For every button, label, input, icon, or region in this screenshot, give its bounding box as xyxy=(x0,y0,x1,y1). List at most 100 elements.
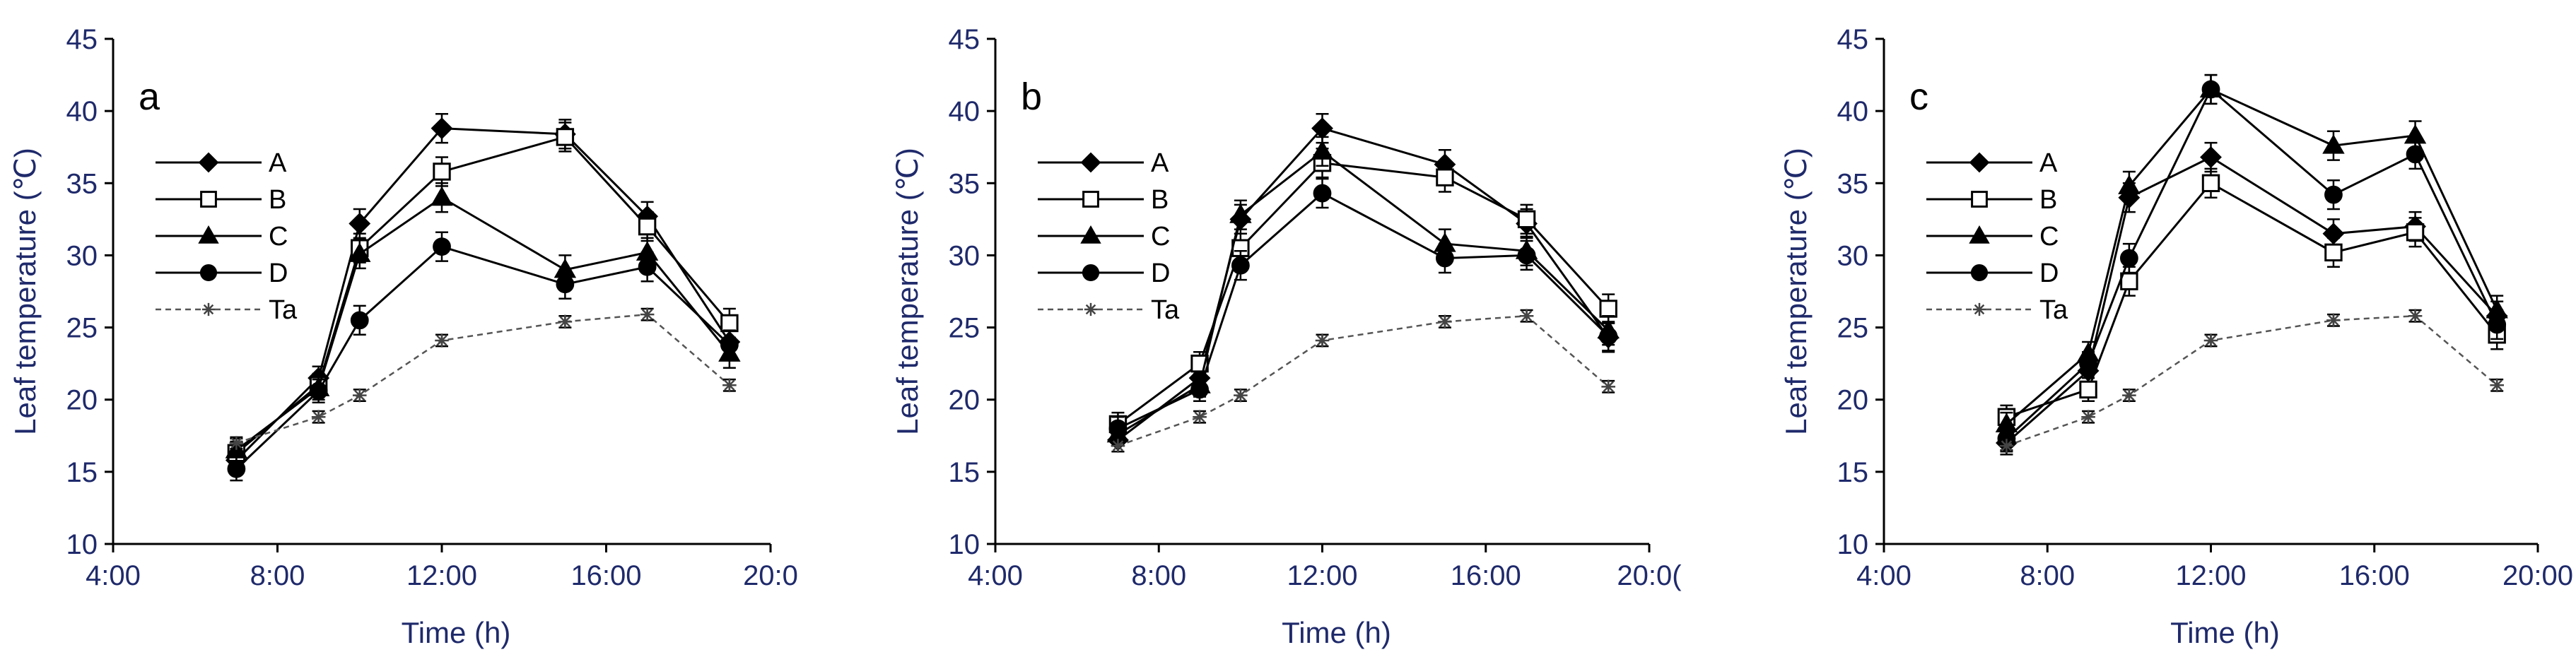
x-tick-label: 12:00 xyxy=(2175,560,2246,591)
series-line-D xyxy=(235,245,730,470)
y-tick-label: 35 xyxy=(1837,168,1869,199)
legend-label-B: B xyxy=(2039,185,2057,215)
point-B xyxy=(638,217,657,236)
point-D xyxy=(1108,419,1128,438)
point-B xyxy=(1436,168,1454,187)
x-tick-label: 4:00 xyxy=(968,560,1023,591)
point-Ta xyxy=(2203,333,2218,348)
legend-label-Ta: Ta xyxy=(269,295,298,325)
point-D xyxy=(1313,184,1332,203)
point-B xyxy=(2079,380,2097,399)
legend-marker-Ta xyxy=(1972,302,1986,316)
legend-label-A: A xyxy=(1151,148,1169,178)
point-B xyxy=(556,128,575,146)
point-D xyxy=(1599,326,1618,345)
x-tick-label: 16:00 xyxy=(1451,560,1521,591)
point-C xyxy=(2118,174,2141,194)
legend-marker-D xyxy=(1082,264,1100,282)
y-tick-label: 35 xyxy=(66,168,98,199)
x-tick-label: 16:00 xyxy=(570,560,641,591)
legend-label-C: C xyxy=(2039,222,2059,251)
y-tick-label: 35 xyxy=(949,168,980,199)
point-D xyxy=(720,336,739,354)
point-B xyxy=(2120,272,2138,290)
point-B xyxy=(1517,210,1536,229)
legend-label-B: B xyxy=(269,185,286,215)
point-A xyxy=(431,117,453,140)
y-tick-label: 40 xyxy=(1837,96,1869,127)
point-D xyxy=(2119,249,2138,268)
legend-label-Ta: Ta xyxy=(1151,295,1180,325)
legend-marker-Ta xyxy=(201,302,216,316)
legend-label-D: D xyxy=(2039,259,2059,288)
panel-c: 10 15 20 25 30 35 40 45 4:00 8:00 12:00 16:00 20:00 T… xyxy=(1779,24,2573,649)
point-D xyxy=(350,311,369,330)
point-B xyxy=(1599,300,1617,318)
x-tick-label: 12:00 xyxy=(406,560,477,591)
point-D xyxy=(1231,256,1250,275)
series-B xyxy=(227,122,739,466)
legend-label-C: C xyxy=(1151,222,1170,251)
point-D xyxy=(1436,249,1454,268)
series-Ta xyxy=(229,307,737,450)
y-tick-label: 25 xyxy=(1837,313,1869,344)
point-D xyxy=(556,275,575,294)
point-Ta xyxy=(1315,333,1330,348)
series-Ta xyxy=(1999,309,2504,453)
x-tick-label: 20:00 xyxy=(2502,560,2573,591)
point-Ta xyxy=(2081,410,2095,425)
y-tick-label: 30 xyxy=(949,240,980,271)
series-line-A xyxy=(235,127,731,461)
series-C xyxy=(1106,136,1620,447)
x-tick-label: 16:00 xyxy=(2339,560,2410,591)
legend-label-A: A xyxy=(2039,148,2058,178)
point-D xyxy=(2488,315,2507,334)
panel-letter: a xyxy=(139,76,160,118)
point-Ta xyxy=(2490,378,2504,393)
point-D xyxy=(638,257,657,276)
legend-marker-A xyxy=(1080,152,1101,173)
point-Ta xyxy=(1999,439,2014,453)
point-Ta xyxy=(1193,410,1207,425)
point-Ta xyxy=(1601,379,1615,394)
y-tick-label: 25 xyxy=(949,313,980,344)
y-axis-title: Leaf temperature (℃) xyxy=(891,148,924,435)
y-tick-label: 45 xyxy=(949,24,980,55)
x-tick-label: 20:0( xyxy=(1617,560,1682,591)
series-D xyxy=(227,231,739,482)
legend-marker-D xyxy=(199,264,218,282)
legend-marker-Ta xyxy=(1084,302,1098,316)
point-Ta xyxy=(1111,439,1125,453)
point-C xyxy=(1311,140,1334,160)
point-C xyxy=(1229,203,1252,223)
y-tick-label: 15 xyxy=(1837,457,1869,488)
y-tick-label: 10 xyxy=(66,529,98,560)
point-D xyxy=(1517,246,1536,265)
series-line-A xyxy=(2006,155,2498,444)
legend-marker-B xyxy=(1082,191,1099,208)
point-Ta xyxy=(352,388,367,403)
series-line-B xyxy=(235,136,731,454)
legend-marker-C xyxy=(198,225,219,244)
point-C xyxy=(2322,134,2345,154)
y-tick-label: 10 xyxy=(949,529,980,560)
series-C xyxy=(225,182,741,463)
legend-marker-A xyxy=(1969,152,1990,173)
point-D xyxy=(2079,354,2097,373)
point-C xyxy=(349,242,371,262)
legend-marker-B xyxy=(200,191,217,208)
point-Ta xyxy=(2326,313,2341,328)
x-tick-label: 8:00 xyxy=(1131,560,1186,591)
series-A xyxy=(1107,112,1620,453)
x-axis-title: Time (h) xyxy=(2170,616,2280,649)
point-B xyxy=(2324,243,2343,262)
x-tick-label: 20:0 xyxy=(743,560,798,591)
series-D xyxy=(1108,177,1618,442)
x-axis-title: Time (h) xyxy=(1282,616,1391,649)
y-tick-label: 20 xyxy=(1837,385,1869,416)
series-A xyxy=(225,112,741,473)
legend-marker-B xyxy=(1971,191,1988,208)
